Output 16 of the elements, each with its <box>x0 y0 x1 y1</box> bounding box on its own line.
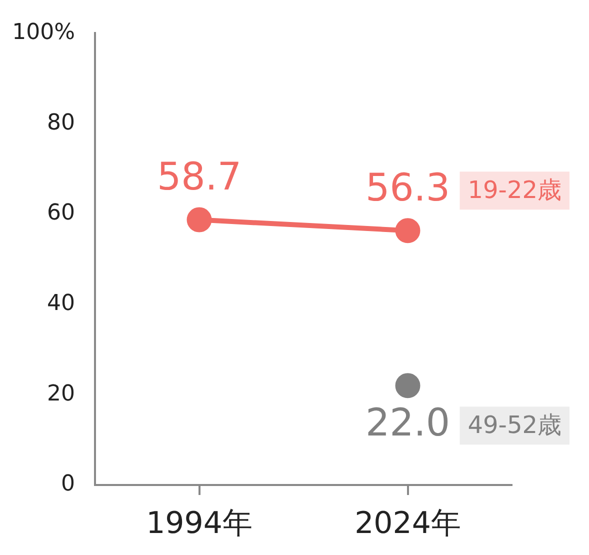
data-label: 56.3 <box>365 166 450 210</box>
y-tick-label: 20 <box>47 381 75 406</box>
point <box>395 373 420 398</box>
point <box>395 218 420 244</box>
data-label: 22.0 <box>365 400 450 444</box>
text: 49-52歳 <box>468 410 562 439</box>
point <box>186 207 212 232</box>
y-tick-label: 40 <box>47 291 75 316</box>
y-tick-label: 80 <box>47 110 75 136</box>
y-tick-label: 60 <box>47 200 75 226</box>
x-tick-label: 2024年 <box>354 506 461 541</box>
y-tick-label: 100% <box>12 20 75 45</box>
text: 19-22歳 <box>468 176 562 204</box>
x-tick-label: 1994年 <box>146 506 252 541</box>
data-label: 58.7 <box>156 154 242 199</box>
y-tick-label: 0 <box>61 472 75 497</box>
